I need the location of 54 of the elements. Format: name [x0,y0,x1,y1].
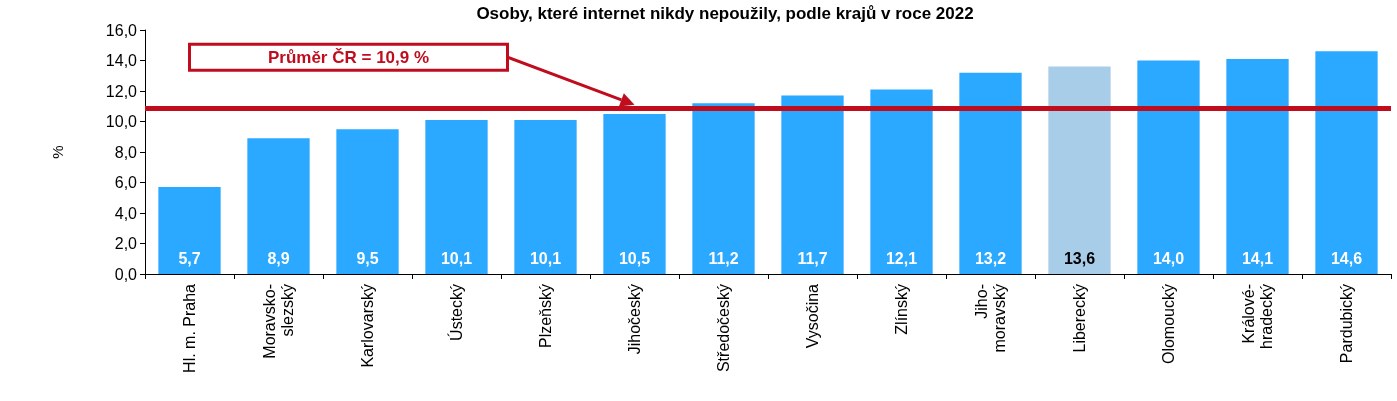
y-tick-label: 10,0 [105,113,138,130]
bar [1315,51,1378,274]
bar [514,119,577,274]
bar [1137,60,1200,274]
x-tick-label: Hl. m. Praha [181,283,198,373]
data-label: 14,1 [1241,249,1274,267]
data-label: 9,5 [356,249,379,267]
data-label: 12,1 [885,249,918,267]
x-tick-label: Ústecký [447,284,465,341]
bar [1048,66,1111,274]
bar [158,187,221,274]
data-label: 10,5 [618,249,651,267]
bar [692,103,755,274]
y-tick-label: 14,0 [105,52,138,69]
x-tick-label: Jihočeský [626,284,643,355]
x-tick-label: Vysočina [804,283,821,349]
x-tick-label: Středočeský [715,284,732,373]
x-tick-label: Plzeňský [537,284,554,349]
x-tick-label: Králové- hradecký [1240,284,1275,349]
x-tick-label: Liberecký [1071,284,1088,353]
data-label: 10,1 [529,249,562,267]
data-label: 10,1 [440,249,473,267]
data-label: 5,7 [178,249,201,267]
bar [781,95,844,274]
chart-title: Osoby, které internet nikdy nepoužily, podle krajů v roce 2022 [476,4,974,23]
x-tick-label: Jiho- moravský [973,284,1008,353]
ref-line-label: Průměr ČR = 10,9 % [267,47,430,67]
y-tick-label: 4,0 [114,204,138,222]
data-label: 14,6 [1330,249,1363,267]
y-tick-label: 2,0 [114,235,138,252]
bar [959,72,1022,274]
y-tick-label: 16,0 [105,21,138,39]
data-label: 14,0 [1152,249,1185,267]
x-tick-label: Karlovarský [359,284,376,368]
y-axis-title: % [49,145,66,159]
bar [1226,58,1289,274]
data-label: 8,9 [267,249,290,267]
data-label: 13,2 [974,249,1007,267]
data-label: 11,7 [797,249,828,267]
bar [336,129,399,274]
data-label: 11,2 [708,249,739,267]
y-tick-label: 12,0 [105,82,138,100]
x-tick-label: Moravsko- slezský [261,284,296,359]
x-tick-label: Zlínský [893,284,910,335]
bar [870,89,933,274]
x-tick-label: Olomoucký [1160,284,1177,365]
data-label: 13,6 [1063,249,1096,267]
x-tick-label: Pardubický [1338,284,1355,364]
bar [603,113,666,274]
y-tick-label: 8,0 [114,143,138,161]
y-tick-label: 0,0 [114,265,138,283]
bar [247,138,310,274]
bar [425,119,488,274]
y-tick-label: 6,0 [114,174,138,191]
